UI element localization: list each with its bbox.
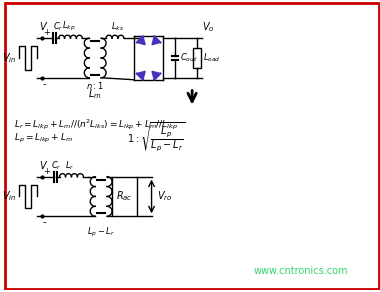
Text: $C_{out}$: $C_{out}$ <box>180 52 198 64</box>
Text: $C_r$: $C_r$ <box>53 21 64 33</box>
Text: $n:1$: $n:1$ <box>86 80 104 91</box>
Polygon shape <box>137 36 145 45</box>
Text: $V_o$: $V_o$ <box>202 20 214 34</box>
Text: -: - <box>43 217 46 227</box>
Text: $R_{ac}$: $R_{ac}$ <box>116 190 133 203</box>
Text: $L_{kp}$: $L_{kp}$ <box>62 20 75 33</box>
Text: $V_{in}$: $V_{in}$ <box>2 51 16 65</box>
Text: -: - <box>43 79 46 89</box>
Text: $L_p = L_{lkp} + L_m$: $L_p = L_{lkp} + L_m$ <box>14 132 73 145</box>
Text: $L_r$: $L_r$ <box>65 159 74 172</box>
Polygon shape <box>137 71 145 80</box>
Text: $L_p-L_r$: $L_p-L_r$ <box>87 226 115 239</box>
Text: $1:\sqrt{\dfrac{L_p}{L_p-L_r}}$: $1:\sqrt{\dfrac{L_p}{L_p-L_r}}$ <box>127 120 185 154</box>
Text: +: + <box>43 167 50 176</box>
Text: +: + <box>43 28 50 37</box>
Text: $L_r = L_{lkp} + L_m //(n^2 L_{lks}) = L_{lkp} + L_m // L_{lkp}$: $L_r = L_{lkp} + L_m //(n^2 L_{lks}) = L… <box>14 117 178 132</box>
Text: $V_{in}$: $V_{in}$ <box>2 190 16 203</box>
Bar <box>193 48 201 68</box>
Polygon shape <box>152 36 160 45</box>
Text: $L_{oad}$: $L_{oad}$ <box>203 52 220 64</box>
Text: $V$: $V$ <box>39 20 48 32</box>
Text: $C_r$: $C_r$ <box>51 159 62 172</box>
Text: $V_{ro}$: $V_{ro}$ <box>157 190 172 203</box>
Text: www.cntronics.com: www.cntronics.com <box>253 265 348 276</box>
Text: $L_{ks}$: $L_{ks}$ <box>111 21 124 33</box>
Bar <box>112 177 137 216</box>
Text: $V$: $V$ <box>39 159 48 171</box>
Text: $L_m$: $L_m$ <box>89 88 102 101</box>
Polygon shape <box>152 71 160 80</box>
